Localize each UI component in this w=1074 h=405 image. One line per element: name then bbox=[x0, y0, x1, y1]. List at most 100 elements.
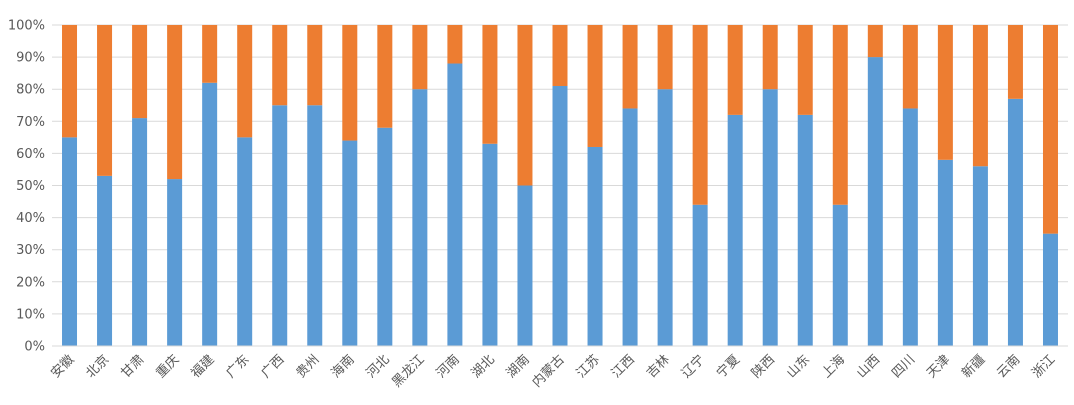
y-tick-label: 80% bbox=[16, 83, 45, 98]
x-tick-label: 广西 bbox=[259, 352, 288, 381]
bar-segment-series-1 bbox=[832, 204, 848, 346]
x-tick-label: 浙江 bbox=[1029, 352, 1058, 381]
bar-segment-series-2 bbox=[622, 25, 638, 109]
x-tick-label: 北京 bbox=[83, 352, 112, 381]
y-tick-label: 90% bbox=[16, 51, 45, 66]
y-tick-label: 50% bbox=[16, 179, 45, 194]
bar-segment-series-2 bbox=[797, 25, 813, 115]
bar-segment-series-2 bbox=[762, 25, 778, 90]
bar-segment-series-1 bbox=[342, 140, 358, 346]
x-tick-label: 吉林 bbox=[644, 352, 673, 381]
y-tick-label: 0% bbox=[24, 340, 45, 355]
y-tick-label: 10% bbox=[16, 307, 45, 322]
bar-segment-series-2 bbox=[412, 25, 428, 90]
bar-segment-series-1 bbox=[272, 105, 288, 346]
x-tick-label: 甘肃 bbox=[118, 352, 147, 381]
bar-segment-series-2 bbox=[132, 25, 148, 119]
bar-segment-series-1 bbox=[657, 89, 673, 346]
x-tick-label: 江西 bbox=[609, 352, 638, 381]
x-tick-label: 贵州 bbox=[294, 352, 323, 381]
x-tick-label: 湖北 bbox=[469, 352, 498, 381]
x-tick-label: 天津 bbox=[924, 352, 953, 381]
x-tick-label: 重庆 bbox=[153, 352, 183, 382]
bar-segment-series-1 bbox=[202, 82, 218, 346]
bar-segment-series-2 bbox=[482, 25, 498, 144]
bar-segment-series-2 bbox=[377, 25, 393, 128]
bar-segment-series-1 bbox=[622, 108, 638, 347]
bar-segment-series-2 bbox=[237, 25, 253, 138]
bar-segment-series-1 bbox=[762, 89, 778, 346]
bar-segment-series-2 bbox=[867, 25, 883, 58]
bar-segment-series-2 bbox=[62, 25, 78, 138]
bar-segment-series-2 bbox=[727, 25, 743, 115]
x-tick-label: 安徽 bbox=[48, 352, 77, 381]
bar-segment-series-1 bbox=[97, 175, 113, 346]
x-tick-label: 上海 bbox=[819, 352, 848, 381]
bar-segment-series-2 bbox=[1042, 25, 1058, 234]
bar-segment-series-1 bbox=[797, 114, 813, 346]
bar-segment-series-1 bbox=[447, 63, 463, 347]
y-tick-label: 100% bbox=[8, 19, 45, 34]
x-tick-label: 湖南 bbox=[503, 352, 533, 382]
bar-segment-series-2 bbox=[447, 25, 463, 64]
bar-segment-series-1 bbox=[517, 185, 533, 346]
bar-segment-series-1 bbox=[867, 57, 883, 346]
bar-segment-series-2 bbox=[832, 25, 848, 205]
bar-segment-series-2 bbox=[657, 25, 673, 90]
bar-segment-series-1 bbox=[307, 105, 323, 346]
x-tick-label: 广东 bbox=[224, 352, 253, 381]
x-tick-label: 四川 bbox=[889, 352, 918, 381]
x-tick-label: 河南 bbox=[433, 352, 463, 382]
bar-segment-series-1 bbox=[727, 114, 743, 346]
bar-segment-series-1 bbox=[62, 137, 78, 346]
x-tick-label: 陕西 bbox=[749, 352, 778, 381]
bar-segment-series-2 bbox=[692, 25, 708, 205]
bar-segment-series-1 bbox=[412, 89, 428, 346]
x-tick-label: 山西 bbox=[854, 352, 883, 381]
x-tick-label: 内蒙古 bbox=[529, 352, 568, 391]
y-tick-label: 20% bbox=[16, 275, 45, 290]
bar-segment-series-1 bbox=[1007, 98, 1023, 346]
bar-segment-series-2 bbox=[937, 25, 953, 160]
bar-segment-series-2 bbox=[272, 25, 288, 106]
bar-segment-series-2 bbox=[517, 25, 533, 186]
y-axis: 0% 10% 20% 30% 40% 50% 60% 70% 80% 90% 100% bbox=[8, 19, 45, 355]
bar-segment-series-1 bbox=[132, 118, 148, 346]
bar-segment-series-1 bbox=[237, 137, 253, 346]
y-tick-label: 70% bbox=[16, 115, 45, 130]
bar-segment-series-2 bbox=[1007, 25, 1023, 99]
bar-segment-series-1 bbox=[167, 179, 183, 346]
x-tick-label: 云南 bbox=[994, 352, 1024, 382]
bar-segment-series-1 bbox=[377, 127, 393, 346]
x-tick-label: 河北 bbox=[364, 352, 393, 381]
x-tick-label: 宁夏 bbox=[713, 352, 743, 382]
x-tick-label: 山东 bbox=[784, 352, 813, 381]
bar-segment-series-2 bbox=[307, 25, 323, 106]
bar-segment-series-1 bbox=[972, 166, 988, 346]
bar-segment-series-2 bbox=[202, 25, 218, 83]
x-tick-label: 新疆 bbox=[959, 352, 989, 382]
bar-segment-series-2 bbox=[552, 25, 568, 86]
x-tick-label: 福建 bbox=[188, 352, 217, 381]
y-tick-label: 60% bbox=[16, 147, 45, 162]
y-tick-label: 40% bbox=[16, 211, 45, 226]
bar-segment-series-1 bbox=[552, 85, 568, 347]
bar-segment-series-2 bbox=[587, 25, 603, 147]
x-tick-label: 海南 bbox=[328, 352, 358, 382]
bar-segment-series-2 bbox=[97, 25, 113, 176]
bar-segment-series-1 bbox=[587, 146, 603, 346]
x-tick-label: 辽宁 bbox=[678, 352, 708, 382]
bar-segment-series-2 bbox=[972, 25, 988, 167]
x-tick-label: 江苏 bbox=[573, 352, 603, 382]
bar-segment-series-1 bbox=[902, 108, 918, 347]
bars bbox=[62, 25, 1058, 347]
x-tick-label: 黑龙江 bbox=[389, 352, 427, 390]
bar-segment-series-2 bbox=[342, 25, 358, 141]
bar-segment-series-2 bbox=[167, 25, 183, 180]
bar-segment-series-1 bbox=[1042, 233, 1058, 346]
bar-segment-series-1 bbox=[692, 204, 708, 346]
y-tick-label: 30% bbox=[16, 243, 45, 258]
bar-segment-series-1 bbox=[937, 159, 953, 346]
